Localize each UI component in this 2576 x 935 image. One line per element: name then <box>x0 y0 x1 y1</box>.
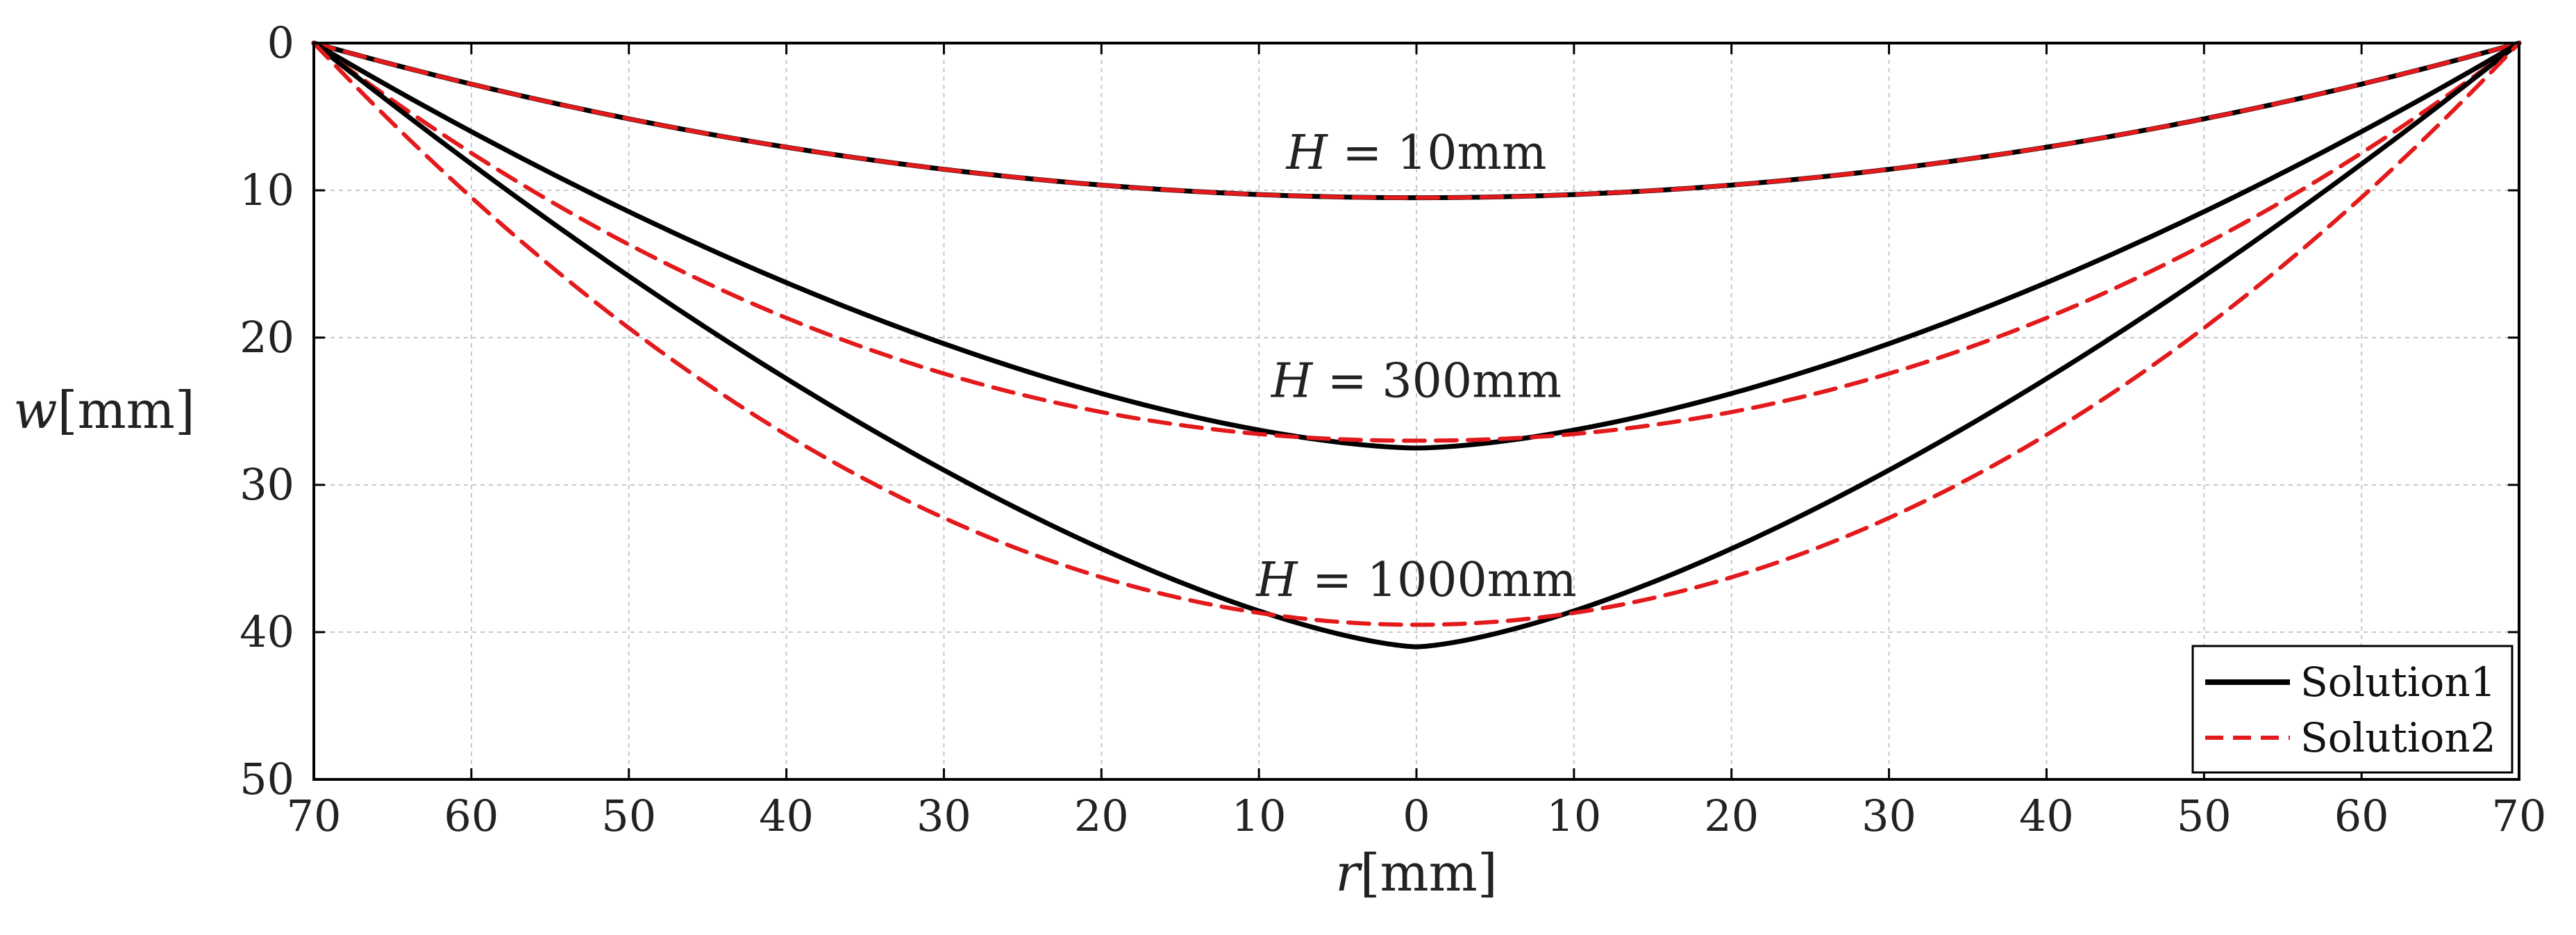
x-tick-label-6: 10 <box>1232 791 1287 841</box>
annotation-label-0: H = 10mm <box>1285 126 1546 181</box>
x-tick-label-9: 20 <box>1704 791 1759 841</box>
series-line-solution2-h300mm <box>312 41 2521 443</box>
x-axis-unit: [mm] <box>1360 843 1498 903</box>
x-tick-label-3: 40 <box>759 791 814 841</box>
x-tick-label-13: 60 <box>2334 791 2389 841</box>
x-tick-label-8: 10 <box>1546 791 1601 841</box>
annotation-value-2: = 1000mm <box>1298 553 1577 608</box>
y-tick-label-5: 50 <box>240 754 294 804</box>
series-line-solution2-h1000mm <box>312 41 2521 627</box>
y-tick-label-4: 40 <box>240 606 294 657</box>
annotation-variable-2: H <box>1255 553 1298 608</box>
x-tick-label-11: 40 <box>2019 791 2074 841</box>
x-tick-label-7: 0 <box>1403 791 1430 841</box>
legend: Solution1 Solution2 <box>2191 645 2514 774</box>
x-axis-variable: r <box>1335 843 1363 903</box>
annotation-variable-0: H <box>1285 126 1328 181</box>
annotation-label-2: H = 1000mm <box>1255 553 1577 608</box>
legend-label-solution2: Solution2 <box>2300 714 2496 761</box>
x-tick-labels: 70 60 50 40 30 20 10 0 10 20 30 40 50 60 70 <box>287 791 2547 841</box>
legend-box <box>2191 645 2514 774</box>
series-line-solution1-h1000mm <box>311 40 2522 649</box>
y-tick-label-2: 20 <box>240 312 294 363</box>
curves <box>311 40 2522 649</box>
annotation-value-1: = 300mm <box>1312 354 1562 409</box>
y-tick-label-1: 10 <box>240 165 294 215</box>
annotation-variable-1: H <box>1270 354 1314 409</box>
x-tick-label-2: 50 <box>601 791 656 841</box>
x-tick-label-1: 60 <box>444 791 499 841</box>
y-axis-variable: w <box>13 381 57 440</box>
x-axis-label: r[mm] <box>1335 843 1497 903</box>
x-tick-label-5: 20 <box>1074 791 1129 841</box>
annotation-value-0: = 10mm <box>1328 126 1547 181</box>
series-line-solution1-h300mm <box>311 40 2522 451</box>
y-axis-unit: [mm] <box>58 381 195 440</box>
x-tick-label-10: 30 <box>1862 791 1916 841</box>
series-line-solution2-h10mm <box>312 41 2521 200</box>
x-tick-label-12: 50 <box>2177 791 2232 841</box>
ticks <box>312 42 2520 781</box>
legend-label-solution1: Solution1 <box>2300 659 2496 706</box>
x-tick-label-0: 70 <box>287 791 342 841</box>
y-axis-label: w[mm] <box>13 381 194 440</box>
y-tick-labels: 0 10 20 30 40 50 <box>240 17 294 804</box>
x-tick-label-4: 30 <box>917 791 971 841</box>
x-tick-label-14: 70 <box>2492 791 2547 841</box>
y-tick-label-0: 0 <box>267 17 294 68</box>
y-tick-label-3: 30 <box>240 459 294 510</box>
annotation-label-1: H = 300mm <box>1270 354 1562 409</box>
